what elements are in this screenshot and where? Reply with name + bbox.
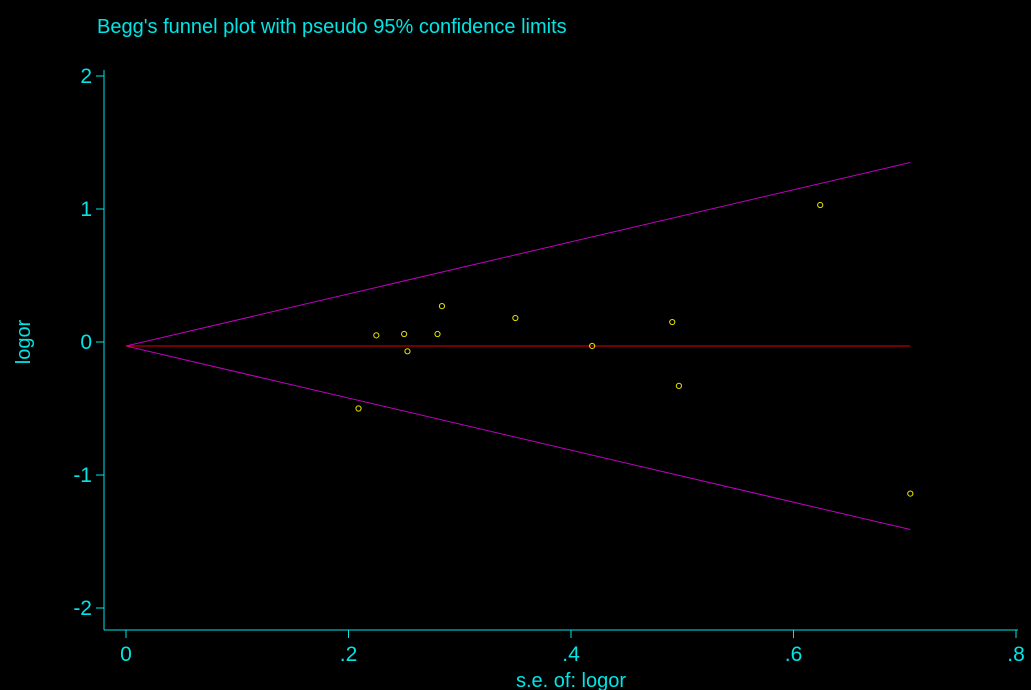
x-tick-label: 0	[120, 643, 132, 666]
x-tick-label: .6	[785, 643, 803, 666]
y-ticks: 2 1 0 -1 -2	[73, 65, 104, 620]
lower-confidence-limit-line	[125, 345, 911, 531]
confidence-limits	[125, 161, 911, 531]
chart-title: Begg's funnel plot with pseudo 95% confi…	[97, 16, 567, 38]
x-ticks: 0 .2 .4 .6 .8	[120, 630, 1025, 666]
study-point	[401, 330, 408, 338]
study-points	[355, 201, 914, 497]
axes	[103, 70, 1018, 631]
study-point	[404, 348, 411, 355]
x-tick-label: .8	[1007, 643, 1025, 666]
x-tick-label: .2	[340, 643, 358, 666]
study-point	[438, 302, 446, 310]
study-point	[675, 382, 683, 389]
study-point	[907, 490, 914, 497]
study-point	[434, 330, 441, 338]
study-point	[373, 332, 380, 339]
y-tick-label: 2	[80, 65, 92, 88]
study-point	[589, 342, 596, 350]
y-tick-label: 1	[80, 198, 92, 221]
x-axis-label: s.e. of: logor	[516, 670, 626, 690]
study-point	[512, 314, 519, 322]
y-axis-label: logor	[13, 319, 35, 364]
upper-confidence-limit-line	[125, 161, 911, 347]
study-point	[355, 405, 362, 412]
y-tick-label: -2	[73, 597, 92, 620]
y-tick-label: 0	[80, 331, 92, 354]
y-tick-label: -1	[73, 464, 92, 487]
study-point	[669, 318, 676, 326]
study-point	[817, 201, 824, 209]
x-tick-label: .4	[562, 643, 580, 666]
